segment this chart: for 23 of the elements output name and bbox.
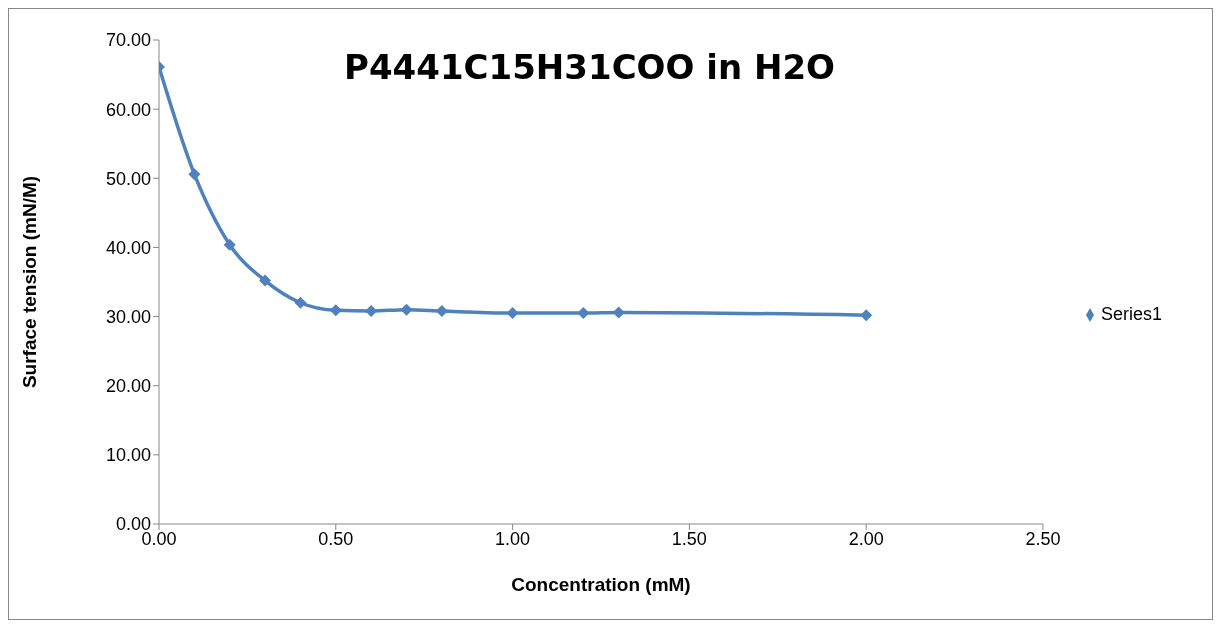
y-tick-label: 50.00 bbox=[105, 168, 151, 189]
x-tick-label: 0.50 bbox=[318, 528, 354, 549]
point bbox=[188, 168, 201, 181]
y-tick-label: 40.00 bbox=[105, 237, 151, 258]
y-tick-label: 60.00 bbox=[105, 99, 151, 120]
point bbox=[329, 304, 342, 317]
x-tick-label: 2.50 bbox=[1025, 528, 1061, 549]
point bbox=[860, 309, 873, 322]
x-tick-label: 1.50 bbox=[671, 528, 707, 549]
point bbox=[223, 238, 236, 251]
point bbox=[294, 296, 307, 309]
y-tick-label: 30.00 bbox=[105, 306, 151, 327]
point bbox=[259, 274, 272, 287]
x-tick-label: 1.00 bbox=[495, 528, 531, 549]
chart-title: P4441C15H31COO in H2O bbox=[343, 47, 836, 87]
x-tick-label: 2.00 bbox=[848, 528, 884, 549]
point bbox=[400, 303, 413, 316]
x-axis-title: Concentration (mM) bbox=[511, 574, 691, 595]
legend-label: Series1 bbox=[1100, 303, 1162, 324]
y-tick-label: 10.00 bbox=[105, 445, 151, 466]
y-axis-title: Surface tension (mN/M) bbox=[18, 175, 40, 389]
y-tick-label: 70.00 bbox=[105, 30, 151, 51]
y-tick-label: 20.00 bbox=[105, 376, 151, 397]
